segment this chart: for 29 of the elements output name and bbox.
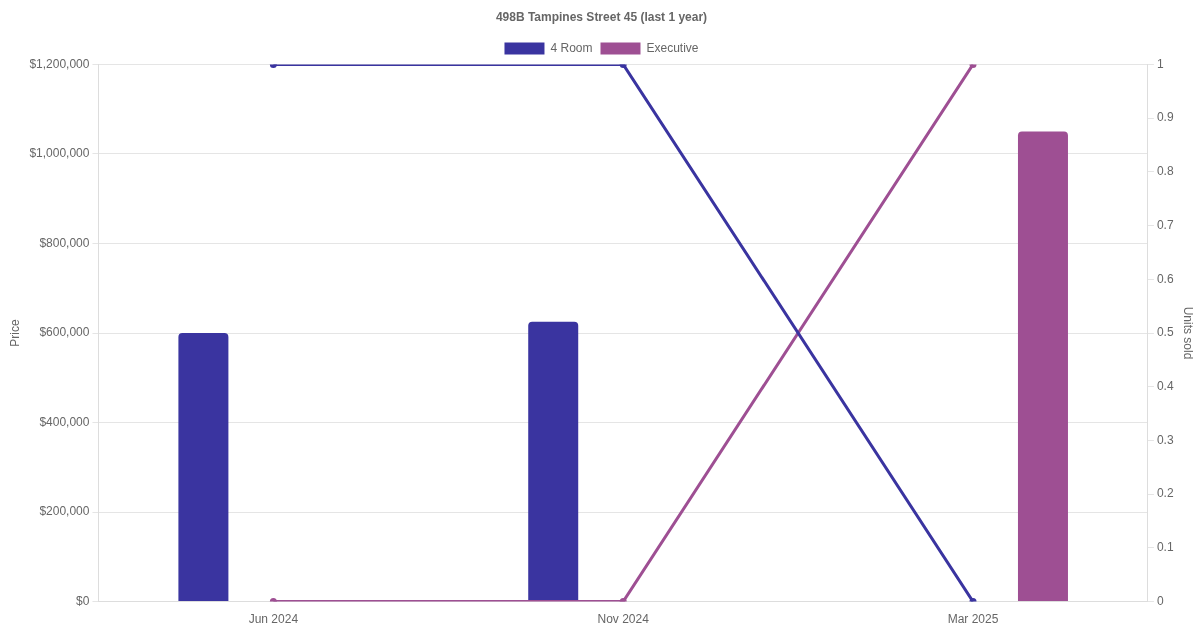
bar: [1017, 131, 1068, 602]
y2-tick-label: 1: [1156, 56, 1164, 71]
legend-label: Executive: [646, 40, 699, 55]
y2-tick-label: 0.2: [1156, 486, 1174, 501]
y-tick-label: $200,000: [39, 504, 90, 519]
y2-axis-title: Units sold: [1181, 306, 1196, 360]
y2-tick-label: 0.9: [1156, 110, 1174, 125]
y-tick-label: $600,000: [39, 325, 90, 340]
x-tick-label: Mar 2025: [947, 612, 999, 627]
y2-tick-label: 0.4: [1156, 379, 1174, 394]
y-tick-label: $1,000,000: [29, 146, 90, 161]
y-tick-label: $800,000: [39, 235, 90, 250]
y-tick-label: $1,200,000: [29, 56, 90, 71]
y2-tick-label: 0.1: [1156, 540, 1174, 555]
legend-label: 4 Room: [550, 40, 593, 55]
y2-tick-label: 0.7: [1156, 217, 1174, 232]
bar: [178, 333, 229, 602]
x-tick-label: Jun 2024: [248, 612, 299, 627]
x-tick-label: Nov 2024: [597, 612, 650, 627]
y-tick-label: $0: [76, 593, 90, 608]
y2-tick-label: 0.3: [1156, 432, 1174, 447]
y-axis-title: Price: [7, 319, 22, 347]
y2-tick-label: 0: [1156, 593, 1164, 608]
chart-title: 498B Tampines Street 45 (last 1 year): [495, 9, 708, 24]
y-tick-label: $400,000: [39, 414, 90, 429]
y2-tick-label: 0.8: [1156, 164, 1174, 179]
y2-tick-label: 0.5: [1156, 325, 1174, 340]
y2-tick-label: 0.6: [1156, 271, 1174, 286]
bar: [528, 321, 579, 602]
